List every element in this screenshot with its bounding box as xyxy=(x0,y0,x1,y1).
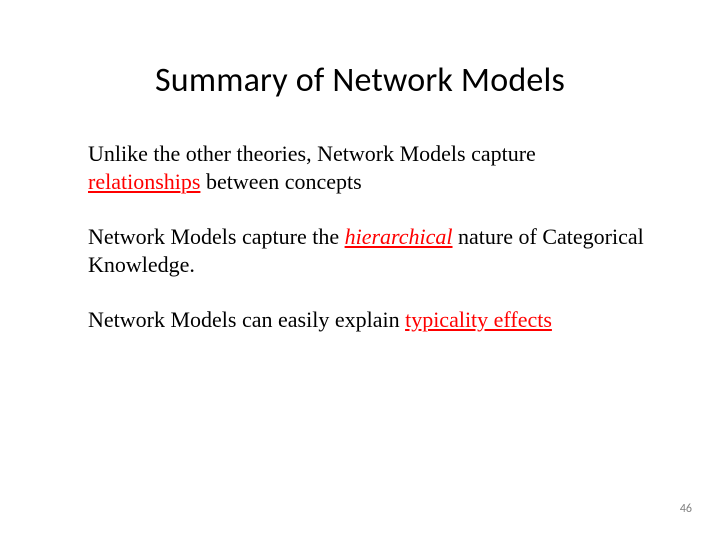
slide-body: Unlike the other theories, Network Model… xyxy=(88,140,648,362)
paragraph: Network Models capture the hierarchical … xyxy=(88,223,648,278)
text-run: Network Models can easily explain xyxy=(88,307,405,332)
text-run: between concepts xyxy=(200,169,361,194)
paragraph: Network Models can easily explain typica… xyxy=(88,306,648,334)
text-run: Unlike the other theories, Network Model… xyxy=(88,141,536,166)
slide: Summary of Network Models Unlike the oth… xyxy=(0,0,720,540)
text-run: relationships xyxy=(88,169,200,194)
text-run: Network Models capture the xyxy=(88,224,345,249)
paragraph: Unlike the other theories, Network Model… xyxy=(88,140,648,195)
text-run: typicality effects xyxy=(405,307,552,332)
slide-title: Summary of Network Models xyxy=(0,60,720,101)
text-run: hierarchical xyxy=(345,224,453,249)
page-number: 46 xyxy=(680,502,692,516)
